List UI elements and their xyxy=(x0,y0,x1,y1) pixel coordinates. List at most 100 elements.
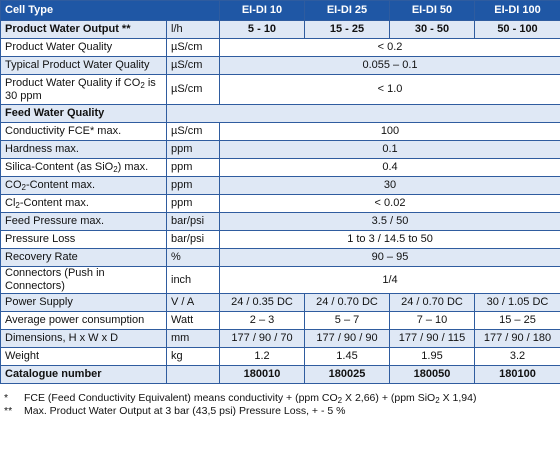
row-label: Power Supply xyxy=(0,293,167,312)
model-header: EI-DI 10 xyxy=(219,0,305,21)
row-value: 24 / 0.70 DC xyxy=(389,293,475,312)
row-value: 3.5 / 50 xyxy=(219,212,560,231)
row-label: Recovery Rate xyxy=(0,248,167,267)
row-unit: mm xyxy=(166,329,220,348)
row-value: 24 / 0.35 DC xyxy=(219,293,305,312)
row-unit: ppm xyxy=(166,176,220,195)
row-value: 180025 xyxy=(304,365,390,384)
row-value: 0.1 xyxy=(219,140,560,159)
table-body: Product Water Output ** l/h 5 - 10 15 - 25 3… xyxy=(0,20,560,384)
row-unit: Watt xyxy=(166,311,220,330)
table-row: Typical Product Water Quality µS/cm 0.055 … xyxy=(0,56,560,75)
row-label: Silica-Content (as SiO2) max. xyxy=(0,158,167,177)
row-label: Conductivity FCE* max. xyxy=(0,122,167,141)
row-label: Weight xyxy=(0,347,167,366)
table-row: Recovery Rate% 90 – 95 xyxy=(0,248,560,267)
row-label: Typical Product Water Quality xyxy=(0,56,167,75)
row-value: 5 – 7 xyxy=(304,311,390,330)
table-row: Catalogue number 180010 180025 180050 180100 xyxy=(0,365,560,384)
row-value: 24 / 0.70 DC xyxy=(304,293,390,312)
row-unit: µS/cm xyxy=(166,38,220,57)
row-value: < 0.02 xyxy=(219,194,560,213)
row-value: 30 - 50 xyxy=(389,20,475,39)
footnote-mark: * xyxy=(4,392,9,404)
row-value: 15 - 25 xyxy=(304,20,390,39)
row-label: Product Water Output ** xyxy=(0,20,167,39)
row-unit: ppm xyxy=(166,194,220,213)
footnote-output: ** Max. Product Water Output at 3 bar (4… xyxy=(0,405,560,418)
row-label: Average power consumption xyxy=(0,311,167,330)
row-value: 0.055 – 0.1 xyxy=(219,56,560,75)
row-value: 50 - 100 xyxy=(474,20,560,39)
table-row: Weight kg 1.2 1.45 1.95 3.2 xyxy=(0,347,560,366)
row-label: Product Water Quality xyxy=(0,38,167,57)
row-label: Hardness max. xyxy=(0,140,167,159)
footnote-mark: ** xyxy=(4,405,13,417)
row-unit: ppm xyxy=(166,140,220,159)
row-unit: ppm xyxy=(166,158,220,177)
row-label: Connectors (Push in Connectors) xyxy=(0,266,167,294)
row-value: 30 xyxy=(219,176,560,195)
row-value: 177 / 90 / 115 xyxy=(389,329,475,348)
row-label: CO2-Content max. xyxy=(0,176,167,195)
table-row: Cl2-Content max. ppm < 0.02 xyxy=(0,194,560,213)
row-unit: µS/cm xyxy=(166,74,220,105)
model-header: EI-DI 50 xyxy=(389,0,475,21)
table-row: CO2-Content max. ppm 30 xyxy=(0,176,560,195)
row-value: 1/4 xyxy=(219,266,560,294)
row-value: < 1.0 xyxy=(219,74,560,105)
row-label: Cl2-Content max. xyxy=(0,194,167,213)
row-unit: bar/psi xyxy=(166,230,220,249)
row-label: Dimensions, H x W x D xyxy=(0,329,167,348)
row-unit: inch xyxy=(166,266,220,294)
row-value: 7 – 10 xyxy=(389,311,475,330)
row-value: 90 – 95 xyxy=(219,248,560,267)
row-unit: bar/psi xyxy=(166,212,220,231)
table-row: Pressure Loss bar/psi 1 to 3 / 14.5 to 50 xyxy=(0,230,560,249)
model-header: EI-DI 25 xyxy=(304,0,390,21)
spec-table: Cell Type EI-DI 10 EI-DI 25 EI-DI 50 EI-… xyxy=(0,0,560,384)
header-row: Cell Type EI-DI 10 EI-DI 25 EI-DI 50 EI-… xyxy=(0,0,560,21)
row-value: 177 / 90 / 90 xyxy=(304,329,390,348)
row-label: Feed Water Quality xyxy=(0,104,167,123)
row-label: Catalogue number xyxy=(0,365,167,384)
row-value: 180100 xyxy=(474,365,560,384)
table-row: Conductivity FCE* max. µS/cm 100 xyxy=(0,122,560,141)
row-unit: % xyxy=(166,248,220,267)
table-row: Feed Pressure max. bar/psi 3.5 / 50 xyxy=(0,212,560,231)
row-value: 1.95 xyxy=(389,347,475,366)
table-row: Product Water Quality µS/cm < 0.2 xyxy=(0,38,560,57)
row-value: 1 to 3 / 14.5 to 50 xyxy=(219,230,560,249)
row-value: 15 – 25 xyxy=(474,311,560,330)
row-value: < 0.2 xyxy=(219,38,560,57)
row-unit: V / A xyxy=(166,293,220,312)
row-value: 1.45 xyxy=(304,347,390,366)
row-value: 177 / 90 / 180 xyxy=(474,329,560,348)
row-label: Product Water Quality if CO2 is 30 ppm xyxy=(0,74,167,105)
section-spacer xyxy=(166,104,560,123)
row-value: 1.2 xyxy=(219,347,305,366)
row-unit: kg xyxy=(166,347,220,366)
row-unit: µS/cm xyxy=(166,56,220,75)
table-row: Power Supply V / A 24 / 0.35 DC 24 / 0.70 D… xyxy=(0,293,560,312)
model-header: EI-DI 100 xyxy=(474,0,560,21)
cell-type-header: Cell Type xyxy=(0,0,220,21)
row-value: 3.2 xyxy=(474,347,560,366)
footnote-fce: * FCE (Feed Conductivity Equivalent) mea… xyxy=(0,392,560,405)
row-value: 0.4 xyxy=(219,158,560,177)
footnote-text: FCE (Feed Conductivity Equivalent) means… xyxy=(24,392,477,405)
table-row: Connectors (Push in Connectors) inch 1/4 xyxy=(0,266,560,294)
table-row: Hardness max. ppm 0.1 xyxy=(0,140,560,159)
table-row: Product Water Output ** l/h 5 - 10 15 - 25 3… xyxy=(0,20,560,39)
row-unit: µS/cm xyxy=(166,122,220,141)
table-row: Silica-Content (as SiO2) max. ppm 0.4 xyxy=(0,158,560,177)
row-unit: l/h xyxy=(166,20,220,39)
row-label: Feed Pressure max. xyxy=(0,212,167,231)
table-row: Feed Water Quality xyxy=(0,104,560,123)
table-row: Product Water Quality if CO2 is 30 ppm µS… xyxy=(0,74,560,105)
row-value: 180050 xyxy=(389,365,475,384)
row-value: 177 / 90 / 70 xyxy=(219,329,305,348)
footnote-text: Max. Product Water Output at 3 bar (43,5… xyxy=(24,405,346,417)
